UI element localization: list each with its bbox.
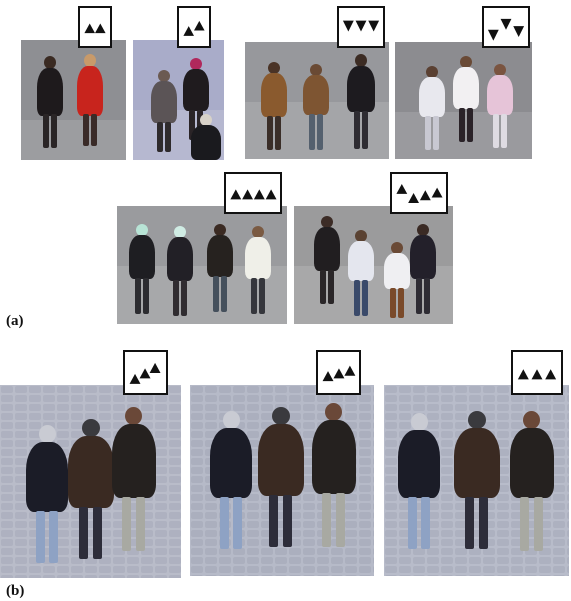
formation-glyph: [78, 6, 112, 48]
photo-b1: [0, 385, 181, 578]
photo-b3: [384, 385, 569, 576]
panel-label-a: (a): [6, 313, 24, 329]
photo-a1: [21, 40, 126, 160]
pedestrian: [301, 64, 331, 158]
pedestrian: [205, 224, 235, 320]
pedestrian: [382, 242, 412, 324]
pedestrian: [452, 411, 502, 559]
photo-a3: [245, 42, 389, 159]
pedestrian: [259, 62, 289, 156]
triangle-formation-icon: [322, 365, 356, 382]
pedestrian: [127, 224, 157, 322]
pedestrian: [66, 419, 116, 571]
triangle-formation-icon: [183, 20, 205, 36]
pedestrian: [149, 70, 179, 160]
formation-glyph: [337, 6, 385, 48]
photo-a4: [395, 42, 532, 159]
pedestrian: [191, 114, 221, 160]
pedestrian: [24, 425, 70, 575]
pedestrian: [312, 216, 342, 312]
photo-b2: [190, 385, 374, 576]
triangle-formation-icon: [342, 20, 380, 32]
formation-glyph: [224, 172, 282, 214]
pedestrian: [451, 56, 481, 148]
triangle-formation-icon: [487, 18, 525, 41]
photo-a5: [117, 206, 287, 324]
formation-glyph: [390, 172, 448, 214]
pedestrian: [417, 66, 447, 158]
triangle-formation-icon: [84, 23, 106, 34]
pedestrian: [75, 54, 105, 154]
pedestrian: [485, 64, 515, 156]
formation-glyph: [511, 350, 563, 395]
pedestrian: [310, 403, 358, 559]
pedestrian: [345, 54, 377, 154]
formation-glyph: [123, 350, 168, 395]
triangle-formation-icon: [230, 189, 277, 200]
pedestrian: [408, 224, 438, 320]
formation-glyph: [482, 6, 530, 48]
triangle-formation-icon: [129, 362, 161, 384]
pedestrian: [110, 407, 158, 563]
photo-a2: [133, 40, 224, 160]
pedestrian: [346, 230, 376, 324]
pedestrian: [243, 226, 273, 322]
pedestrian: [396, 413, 442, 559]
pedestrian: [35, 56, 65, 156]
photo-a6: [294, 206, 453, 324]
pedestrian: [165, 226, 195, 322]
pedestrian: [256, 407, 306, 559]
triangle-formation-icon: [396, 183, 443, 203]
panel-label-b: (b): [6, 583, 25, 599]
formation-glyph: [316, 350, 361, 395]
pedestrian: [508, 411, 556, 561]
triangle-formation-icon: [517, 369, 557, 380]
formation-glyph: [177, 6, 211, 48]
pedestrian: [208, 411, 254, 561]
